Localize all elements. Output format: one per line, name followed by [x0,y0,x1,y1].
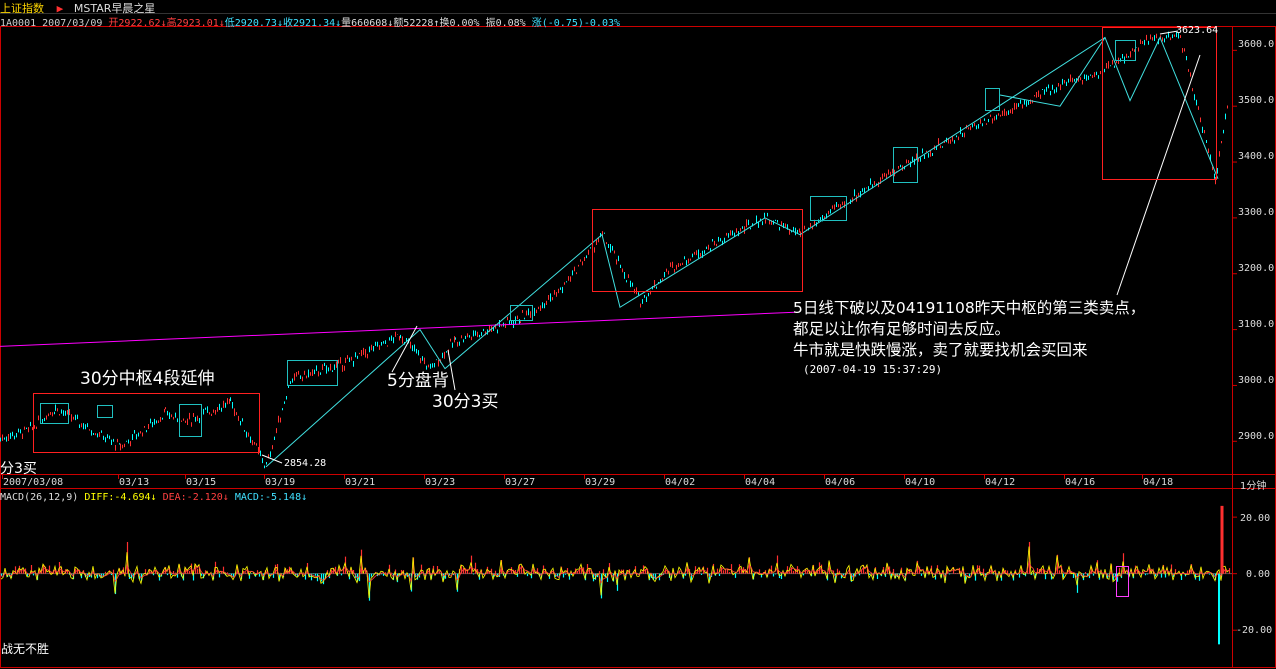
footer-text: 战无不胜 [1,642,50,656]
price-tick: 3000.0 [1238,375,1275,386]
quote-high: 高2923.01 [166,18,219,29]
quote-open: 开2922.62 [108,18,161,29]
date-tick: 04/16 [1065,477,1096,488]
price-tick: 3200.0 [1238,263,1275,274]
sub-center-box [810,196,847,221]
header-bar: 上证指数 ▶ MSTAR早晨之星 [0,0,156,15]
down-arrow-icon: ↓ [218,18,225,29]
quote-amount: 额52228 [393,18,434,29]
center-box [592,209,803,292]
sub-center-box [985,88,1000,111]
center-box [33,393,260,453]
quote-date: 2007/03/09 [42,18,103,29]
date-tick: 2007/03/08 [3,477,64,488]
annotation-30min-buy3: 30分3买 [432,392,499,412]
center-box [1102,27,1217,180]
arrow-icon: ▶ [56,2,64,15]
annotation-buy3-left: 分3买 [0,461,37,477]
high-price-label: 3623.64 [1176,25,1219,36]
date-tick: 04/02 [665,477,696,488]
date-tick: 03/23 [425,477,456,488]
macd-info: MACD(26,12,9) DIFF:-4.694↓ DEA:-2.120↓ M… [0,492,307,503]
macd-highlight-box [1116,566,1129,597]
comment-line-1: 5日线下破以及04191108昨天中枢的第三类卖点， [793,299,1146,317]
date-tick: 03/15 [186,477,217,488]
sub-center-box [40,403,69,424]
quote-code: 1A0001 [0,18,37,29]
price-tick: 3400.0 [1238,151,1275,162]
annotation-pointer [391,325,418,373]
template-name[interactable]: MSTAR早晨之星 [73,2,156,15]
comment-line-2: 都足以让你有足够时间去反应。 [793,320,1011,338]
sub-center-box [97,405,113,418]
price-tick: 3300.0 [1238,207,1275,218]
price-tick: 3500.0 [1238,95,1275,106]
sub-center-box [510,305,533,321]
quote-info: 1A0001 2007/03/09 开2922.62↓高2923.01↓低292… [0,14,620,29]
trend-line [999,37,1106,107]
price-tick: 3100.0 [1238,319,1275,330]
comment-timestamp: (2007-04-19 15:37:29) [803,363,943,376]
macd-tick: -20.00 [1236,625,1273,636]
index-title[interactable]: 上证指数 [0,2,44,15]
ma-line [0,311,796,347]
macd-label[interactable]: MACD(26,12,9) [0,492,79,503]
quote-close: 收2921.34 [282,18,336,29]
high-pointer [1159,30,1179,35]
date-tick: 03/19 [265,477,296,488]
dea-line [0,560,1230,585]
sub-center-box [287,360,338,386]
sub-center-box [1115,40,1136,61]
period-button[interactable]: 1分钟 [1240,481,1267,492]
quote-amplitude: 振0.08% [485,18,526,29]
down-arrow-icon: ↓ [160,18,167,29]
low-pointer [261,454,283,464]
date-tick: 04/10 [905,477,936,488]
quote-volume: 量660608 [341,18,388,29]
comment-pointer [1116,54,1201,296]
low-price-label: 2854.28 [284,458,327,469]
macd-diff: DIFF:-4.694↓ [84,492,157,503]
up-arrow-icon: ↑ [433,18,440,29]
price-tick: 3600.0 [1238,39,1275,50]
date-tick: 04/04 [745,477,776,488]
macd-dea: DEA:-2.120↓ [162,492,229,503]
trend-line [265,36,1219,468]
macd-value: MACD:-5.148↓ [234,492,308,503]
down-arrow-icon: ↓ [276,18,283,29]
sub-center-box [179,404,202,437]
down-arrow-icon: ↓ [335,18,342,29]
date-tick: 04/18 [1143,477,1174,488]
annotation-30min-center: 30分中枢4段延伸 [80,369,215,389]
date-tick: 04/12 [985,477,1016,488]
quote-change: 涨(-0.75)-0.03% [531,18,621,29]
annotation-5min-divergence: 5分盘背 [387,371,449,391]
quote-turnover: 换0.00% [439,18,480,29]
date-tick: 03/13 [119,477,150,488]
down-arrow-icon: ↓ [387,18,394,29]
macd-tick: 20.00 [1240,513,1271,524]
comment-line-3: 牛市就是快跌慢涨，卖了就要找机会买回来 [793,341,1088,359]
date-tick: 04/06 [825,477,856,488]
date-tick: 03/21 [345,477,376,488]
macd-tick: 0.00 [1246,569,1271,580]
quote-low: 低2920.73 [224,18,277,29]
annotation-pointer [447,349,456,391]
price-tick: 2900.0 [1238,431,1275,442]
date-tick: 03/29 [585,477,616,488]
sub-center-box [893,147,918,183]
date-tick: 03/27 [505,477,536,488]
